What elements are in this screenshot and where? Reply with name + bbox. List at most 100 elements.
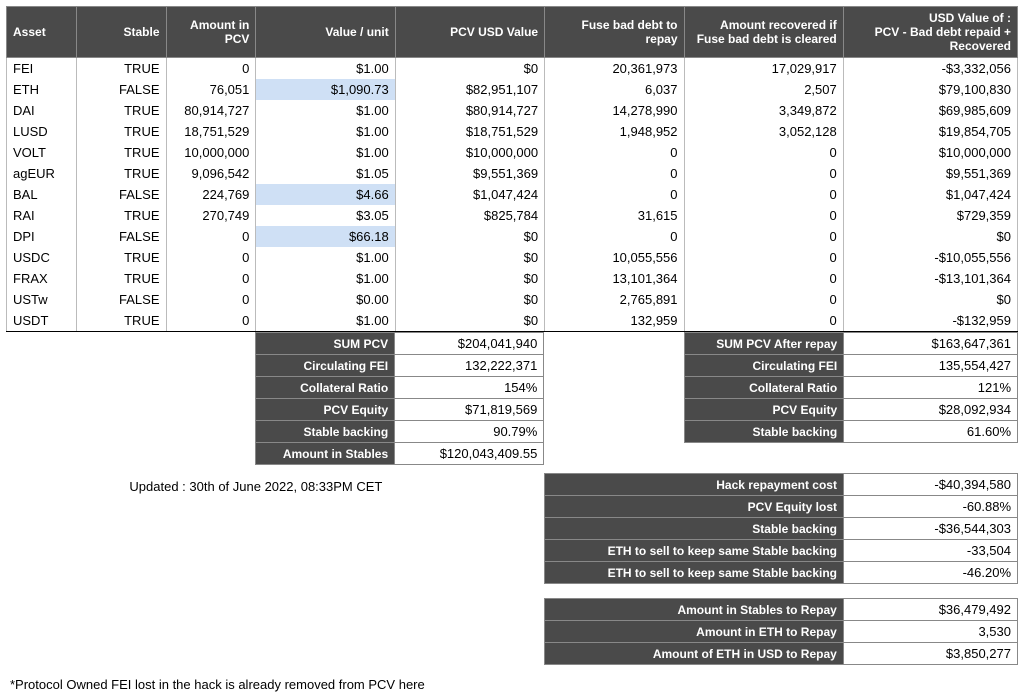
cell: BAL (7, 184, 77, 205)
summary-label: Hack repayment cost (544, 474, 843, 496)
cell: $10,000,000 (843, 142, 1017, 163)
cell: 0 (684, 163, 843, 184)
pcv-table: AssetStableAmount in PCVValue / unitPCV … (6, 6, 1018, 332)
col-header: Amount in PCV (166, 7, 256, 58)
summary-label: ETH to sell to keep same Stable backing (544, 562, 843, 584)
cell: 0 (166, 268, 256, 289)
cell: 0 (166, 310, 256, 332)
cell: 0 (684, 268, 843, 289)
table-row: RAITRUE270,749$3.05$825,78431,6150$729,3… (7, 205, 1018, 226)
cell: FEI (7, 58, 77, 80)
summary-label: Stable backing (544, 518, 843, 540)
cell: TRUE (76, 163, 166, 184)
col-header: Asset (7, 7, 77, 58)
summary-value: -46.20% (843, 562, 1017, 584)
summary-label: Circulating FEI (255, 355, 395, 377)
summary-value: 135,554,427 (844, 355, 1018, 377)
cell: 0 (684, 205, 843, 226)
cell: $0 (395, 247, 544, 268)
cell: 0 (545, 163, 684, 184)
table-row: ETHFALSE76,051$1,090.73$82,951,1076,0372… (7, 79, 1018, 100)
summary-value: 121% (844, 377, 1018, 399)
cell: -$10,055,556 (843, 247, 1017, 268)
cell: 0 (684, 289, 843, 310)
cell: DPI (7, 226, 77, 247)
cell: $10,000,000 (395, 142, 544, 163)
cell: -$132,959 (843, 310, 1017, 332)
summary-left-table: SUM PCV$204,041,940Circulating FEI132,22… (255, 332, 545, 465)
cell: 0 (684, 310, 843, 332)
summary-repay-breakdown-table: Amount in Stables to Repay$36,479,492Amo… (544, 598, 1018, 665)
cell: 224,769 (166, 184, 256, 205)
cell: $1.00 (256, 121, 395, 142)
cell: TRUE (76, 205, 166, 226)
cell: 76,051 (166, 79, 256, 100)
cell: 14,278,990 (545, 100, 684, 121)
cell: $9,551,369 (395, 163, 544, 184)
cell: 31,615 (545, 205, 684, 226)
cell: 10,000,000 (166, 142, 256, 163)
summary-value: 132,222,371 (395, 355, 544, 377)
summary-label: Amount in Stables (255, 443, 395, 465)
cell: 0 (684, 184, 843, 205)
cell: $1.00 (256, 58, 395, 80)
cell: $0.00 (256, 289, 395, 310)
summary-label: ETH to sell to keep same Stable backing (544, 540, 843, 562)
summary-label: PCV Equity lost (544, 496, 843, 518)
summary-label: PCV Equity (684, 399, 844, 421)
summary-label: SUM PCV After repay (684, 333, 844, 355)
cell: 1,948,952 (545, 121, 684, 142)
cell: 0 (545, 184, 684, 205)
cell: 0 (545, 142, 684, 163)
summary-hack-cost-table: Hack repayment cost-$40,394,580PCV Equit… (544, 473, 1018, 584)
summary-label: PCV Equity (255, 399, 395, 421)
cell: $18,751,529 (395, 121, 544, 142)
cell: 20,361,973 (545, 58, 684, 80)
summary-label: Collateral Ratio (255, 377, 395, 399)
cell: USDT (7, 310, 77, 332)
summary-value: 90.79% (395, 421, 544, 443)
summary-label: Amount of ETH in USD to Repay (544, 643, 843, 665)
summary-value: $120,043,409.55 (395, 443, 544, 465)
summary-value: $3,850,277 (843, 643, 1017, 665)
cell: USDC (7, 247, 77, 268)
cell: $1.00 (256, 142, 395, 163)
cell: $1,047,424 (395, 184, 544, 205)
cell: $729,359 (843, 205, 1017, 226)
summary-label: Amount in Stables to Repay (544, 599, 843, 621)
cell: $1.05 (256, 163, 395, 184)
table-row: VOLTTRUE10,000,000$1.00$10,000,00000$10,… (7, 142, 1018, 163)
cell: $0 (395, 226, 544, 247)
cell: 13,101,364 (545, 268, 684, 289)
cell: FRAX (7, 268, 77, 289)
cell: VOLT (7, 142, 77, 163)
cell: 0 (684, 142, 843, 163)
footnote: *Protocol Owned FEI lost in the hack is … (6, 671, 1018, 692)
cell: -$3,332,056 (843, 58, 1017, 80)
cell: FALSE (76, 226, 166, 247)
cell: $1,090.73 (256, 79, 395, 100)
col-header: PCV USD Value (395, 7, 544, 58)
cell: $0 (395, 58, 544, 80)
cell: 80,914,727 (166, 100, 256, 121)
summary-label: SUM PCV (255, 333, 395, 355)
cell: $82,951,107 (395, 79, 544, 100)
cell: $1.00 (256, 310, 395, 332)
cell: FALSE (76, 79, 166, 100)
cell: $66.18 (256, 226, 395, 247)
table-row: agEURTRUE9,096,542$1.05$9,551,36900$9,55… (7, 163, 1018, 184)
summary-value: 61.60% (844, 421, 1018, 443)
summary-value: 154% (395, 377, 544, 399)
cell: $79,100,830 (843, 79, 1017, 100)
cell: 0 (684, 247, 843, 268)
cell: 2,507 (684, 79, 843, 100)
cell: $0 (843, 289, 1017, 310)
cell: 10,055,556 (545, 247, 684, 268)
cell: ETH (7, 79, 77, 100)
cell: TRUE (76, 121, 166, 142)
table-row: LUSDTRUE18,751,529$1.00$18,751,5291,948,… (7, 121, 1018, 142)
col-header: Value / unit (256, 7, 395, 58)
summary-label: Stable backing (684, 421, 844, 443)
table-row: DPIFALSE0$66.18$000$0 (7, 226, 1018, 247)
cell: DAI (7, 100, 77, 121)
